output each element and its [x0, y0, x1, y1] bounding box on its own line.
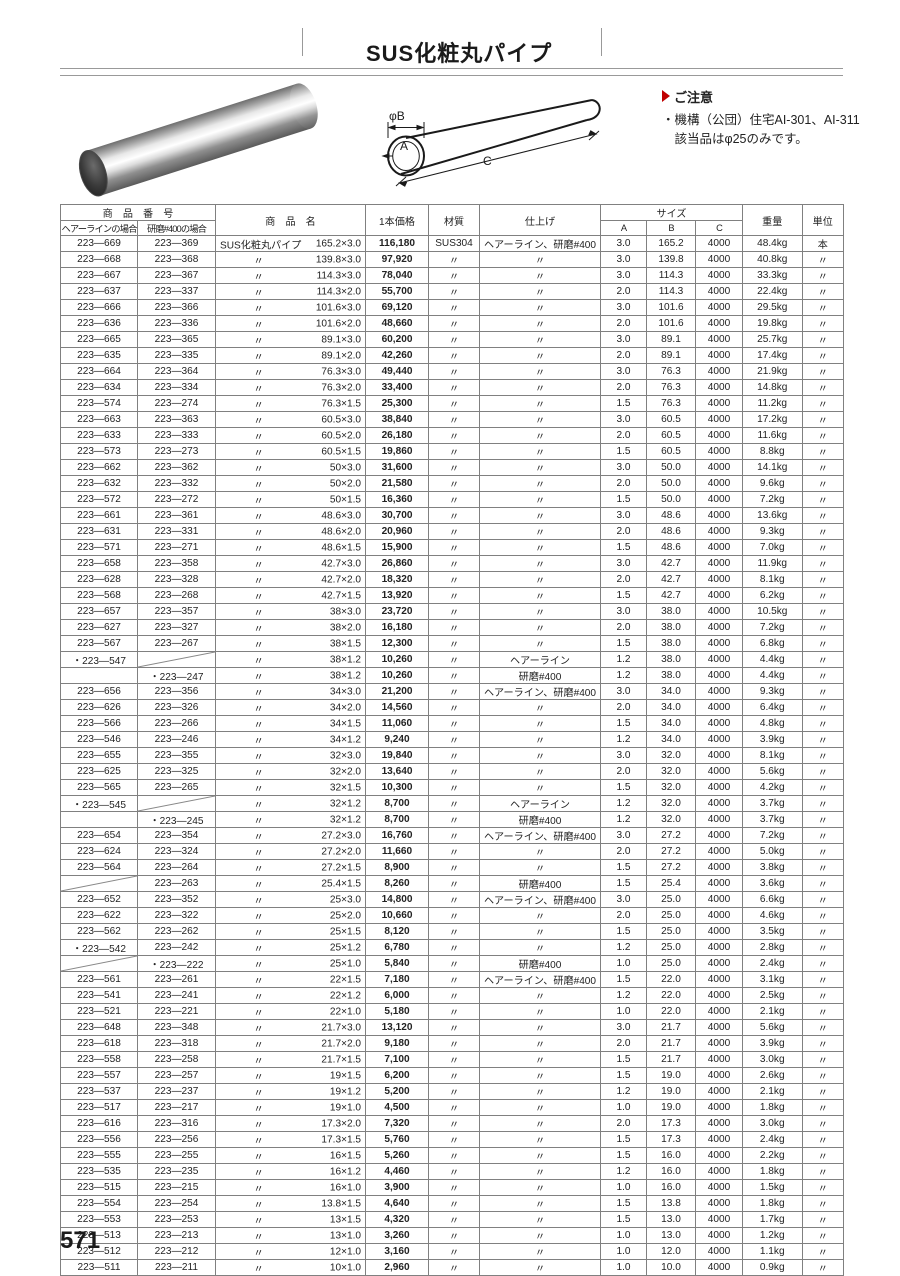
svg-text:A: A [400, 139, 408, 153]
svg-text:φB: φB [389, 109, 405, 123]
svg-text:C: C [483, 154, 492, 168]
